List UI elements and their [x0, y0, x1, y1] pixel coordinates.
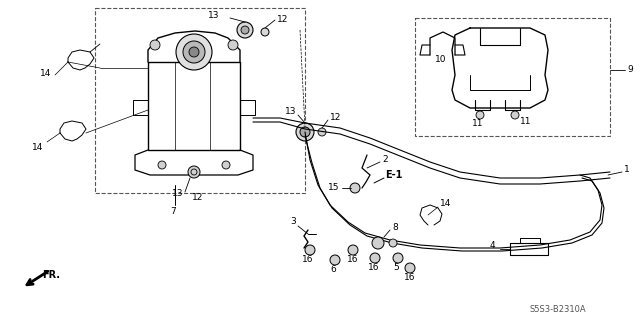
Circle shape — [393, 253, 403, 263]
Circle shape — [237, 22, 253, 38]
Text: 14: 14 — [32, 144, 44, 152]
Circle shape — [405, 263, 415, 273]
Text: 2: 2 — [382, 155, 388, 165]
Circle shape — [330, 255, 340, 265]
Text: 11: 11 — [472, 118, 483, 128]
Text: E-1: E-1 — [385, 170, 403, 180]
Text: 12: 12 — [192, 194, 204, 203]
Text: 16: 16 — [347, 256, 358, 264]
Circle shape — [241, 26, 249, 34]
Text: 11: 11 — [520, 117, 531, 127]
Text: 16: 16 — [368, 263, 380, 272]
Text: 13: 13 — [285, 108, 296, 116]
Text: 9: 9 — [627, 65, 633, 75]
Circle shape — [228, 40, 238, 50]
Text: 7: 7 — [170, 207, 176, 217]
Text: 14: 14 — [40, 70, 51, 78]
Text: 13: 13 — [172, 189, 184, 198]
Text: 16: 16 — [404, 273, 415, 283]
Circle shape — [318, 128, 326, 136]
Circle shape — [300, 127, 310, 137]
Circle shape — [189, 47, 199, 57]
Circle shape — [305, 245, 315, 255]
Circle shape — [183, 41, 205, 63]
Circle shape — [222, 161, 230, 169]
Circle shape — [150, 40, 160, 50]
Text: 15: 15 — [328, 183, 339, 192]
Circle shape — [158, 161, 166, 169]
Text: 13: 13 — [208, 11, 220, 20]
Circle shape — [261, 28, 269, 36]
Text: 12: 12 — [330, 114, 341, 122]
Circle shape — [296, 123, 314, 141]
Bar — [95, 8, 305, 193]
Text: 14: 14 — [440, 199, 451, 209]
Text: 8: 8 — [392, 224, 397, 233]
Text: 4: 4 — [490, 241, 495, 250]
Text: 6: 6 — [330, 265, 336, 275]
Text: FR.: FR. — [42, 270, 60, 280]
Circle shape — [176, 34, 212, 70]
Circle shape — [511, 111, 519, 119]
Circle shape — [188, 166, 200, 178]
Text: 16: 16 — [302, 256, 314, 264]
Circle shape — [372, 237, 384, 249]
Bar — [415, 18, 610, 136]
Text: 1: 1 — [624, 166, 630, 174]
Text: 10: 10 — [435, 56, 447, 64]
Circle shape — [348, 245, 358, 255]
Circle shape — [370, 253, 380, 263]
Circle shape — [476, 111, 484, 119]
Text: 12: 12 — [277, 14, 289, 24]
Text: 3: 3 — [290, 218, 296, 226]
Circle shape — [389, 239, 397, 247]
Circle shape — [350, 183, 360, 193]
Text: 5: 5 — [393, 263, 399, 272]
Text: S5S3-B2310A: S5S3-B2310A — [530, 306, 587, 315]
